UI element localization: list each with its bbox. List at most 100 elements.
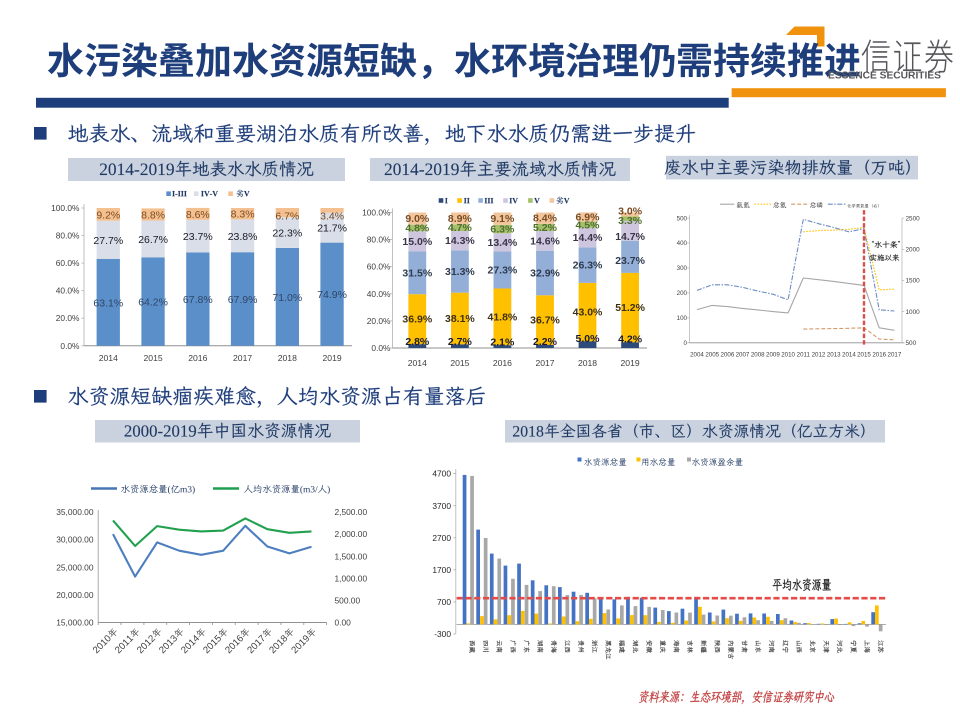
svg-text:38.1%: 38.1%	[445, 313, 475, 325]
svg-text:8.4%: 8.4%	[533, 213, 558, 225]
svg-text:2015: 2015	[857, 352, 871, 359]
svg-text:23.7%: 23.7%	[183, 231, 213, 243]
svg-text:2000: 2000	[906, 247, 921, 254]
svg-text:3.0%: 3.0%	[618, 205, 643, 217]
svg-text:ESSENCE SECURITIES: ESSENCE SECURITIES	[828, 71, 941, 82]
svg-text:2019: 2019	[621, 358, 640, 368]
svg-text:67.8%: 67.8%	[183, 294, 213, 306]
svg-text:3.4%: 3.4%	[320, 211, 344, 223]
svg-text:41.8%: 41.8%	[488, 311, 518, 323]
svg-text:9.1%: 9.1%	[490, 213, 515, 225]
svg-text:6.7%: 6.7%	[275, 210, 299, 222]
svg-text:21.7%: 21.7%	[317, 223, 347, 235]
svg-text:2016: 2016	[493, 358, 512, 368]
svg-text:2017: 2017	[535, 358, 554, 368]
svg-text:2016: 2016	[872, 352, 886, 359]
svg-text:2010: 2010	[781, 352, 795, 359]
svg-text:1,500.00: 1,500.00	[335, 551, 368, 561]
svg-text:2014: 2014	[408, 358, 427, 368]
svg-text:15,000.00: 15,000.00	[56, 618, 94, 628]
svg-text:35,000.00: 35,000.00	[56, 507, 94, 517]
svg-text:80.0%: 80.0%	[56, 231, 80, 241]
svg-text:500: 500	[677, 215, 688, 222]
svg-text:60.0%: 60.0%	[367, 262, 391, 272]
svg-text:4.2%: 4.2%	[618, 334, 643, 346]
svg-text:8.9%: 8.9%	[448, 213, 473, 225]
svg-text:2016: 2016	[188, 353, 207, 363]
svg-text:13.4%: 13.4%	[488, 237, 518, 249]
svg-text:74.9%: 74.9%	[317, 289, 347, 301]
svg-text:20,000.00: 20,000.00	[56, 590, 94, 600]
svg-text:2007: 2007	[736, 352, 750, 359]
svg-text:14.6%: 14.6%	[530, 235, 560, 247]
svg-text:36.7%: 36.7%	[530, 315, 560, 327]
svg-text:64.2%: 64.2%	[138, 297, 168, 309]
svg-text:2.7%: 2.7%	[448, 336, 473, 348]
svg-text:23.7%: 23.7%	[615, 255, 645, 267]
svg-text:2012: 2012	[812, 352, 826, 359]
svg-text:23.8%: 23.8%	[228, 231, 258, 243]
svg-text:14.7%: 14.7%	[615, 231, 645, 243]
svg-text:6.3%: 6.3%	[490, 224, 515, 236]
svg-text:2018: 2018	[278, 353, 297, 363]
svg-text:60.0%: 60.0%	[56, 258, 80, 268]
svg-text:6.9%: 6.9%	[576, 212, 601, 224]
svg-text:40.0%: 40.0%	[367, 289, 391, 299]
svg-text:2700: 2700	[432, 533, 451, 543]
svg-text:2009: 2009	[766, 352, 780, 359]
svg-text:4.8%: 4.8%	[405, 222, 430, 234]
svg-text:2015: 2015	[450, 358, 469, 368]
svg-text:0.0%: 0.0%	[371, 343, 391, 353]
svg-text:2008: 2008	[751, 352, 765, 359]
svg-text:2018: 2018	[578, 358, 597, 368]
svg-text:2017: 2017	[888, 352, 902, 359]
svg-text:80.0%: 80.0%	[367, 235, 391, 245]
svg-text:4.5%: 4.5%	[576, 219, 601, 231]
svg-text:5.0%: 5.0%	[576, 333, 601, 345]
svg-text:51.2%: 51.2%	[615, 302, 645, 314]
svg-text:31.3%: 31.3%	[445, 266, 475, 278]
svg-text:2019: 2019	[323, 353, 342, 363]
svg-text:26.3%: 26.3%	[573, 260, 603, 272]
svg-text:36.9%: 36.9%	[402, 314, 432, 326]
svg-text:2014: 2014	[842, 352, 856, 359]
svg-text:300: 300	[677, 265, 688, 272]
svg-text:71.0%: 71.0%	[272, 292, 302, 304]
svg-text:9.2%: 9.2%	[96, 209, 120, 221]
svg-text:67.9%: 67.9%	[228, 294, 258, 306]
svg-text:0.0%: 0.0%	[60, 341, 80, 351]
svg-text:2011: 2011	[797, 352, 811, 359]
svg-text:2014: 2014	[99, 353, 118, 363]
svg-text:500: 500	[906, 340, 917, 347]
svg-text:2006: 2006	[721, 352, 735, 359]
svg-text:2.2%: 2.2%	[533, 336, 558, 348]
svg-text:0: 0	[684, 340, 688, 347]
svg-text:32.9%: 32.9%	[530, 268, 560, 280]
svg-text:1,000.00: 1,000.00	[335, 573, 368, 583]
svg-text:3.3%: 3.3%	[618, 215, 643, 227]
svg-text:40.0%: 40.0%	[56, 286, 80, 296]
svg-text:14.3%: 14.3%	[445, 235, 475, 247]
svg-text:3700: 3700	[432, 501, 451, 511]
svg-text:14.4%: 14.4%	[573, 232, 603, 244]
svg-text:25,000.00: 25,000.00	[56, 562, 94, 572]
svg-text:2.8%: 2.8%	[405, 336, 430, 348]
svg-text:1700: 1700	[432, 565, 451, 575]
svg-text:2,500.00: 2,500.00	[335, 507, 368, 517]
svg-text:2005: 2005	[705, 352, 719, 359]
svg-text:2017: 2017	[233, 353, 252, 363]
svg-text:22.3%: 22.3%	[272, 228, 302, 240]
svg-text:2013: 2013	[827, 352, 841, 359]
svg-text:200: 200	[677, 290, 688, 297]
svg-text:1500: 1500	[906, 278, 921, 285]
svg-text:26.7%: 26.7%	[138, 234, 168, 246]
svg-text:1000: 1000	[906, 309, 921, 316]
svg-text:20.0%: 20.0%	[56, 313, 80, 323]
svg-text:-300: -300	[434, 629, 451, 639]
svg-text:0.00: 0.00	[335, 618, 352, 628]
svg-text:27.7%: 27.7%	[93, 235, 123, 247]
svg-text:30,000.00: 30,000.00	[56, 535, 94, 545]
svg-text:100.0%: 100.0%	[362, 208, 391, 218]
svg-text:700: 700	[437, 597, 451, 607]
svg-text:2,000.00: 2,000.00	[335, 529, 368, 539]
